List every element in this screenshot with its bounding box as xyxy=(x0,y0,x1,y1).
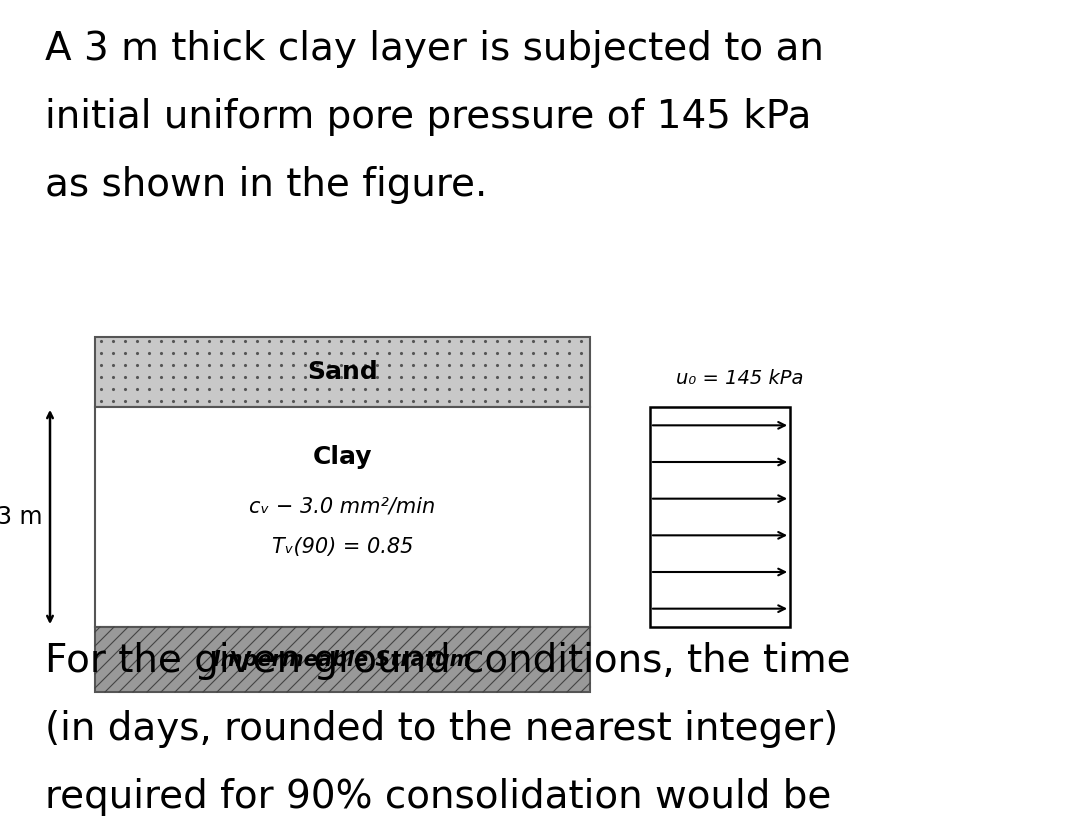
Bar xyxy=(95,337,590,407)
Text: required for 90% consolidation would be: required for 90% consolidation would be xyxy=(45,778,832,816)
Bar xyxy=(95,407,590,627)
Bar xyxy=(650,407,789,627)
Text: Tᵥ(90) = 0.85: Tᵥ(90) = 0.85 xyxy=(272,537,414,557)
Text: cᵥ − 3.0 mm²/min: cᵥ − 3.0 mm²/min xyxy=(249,497,435,517)
Text: Impermeable Stratum: Impermeable Stratum xyxy=(214,649,472,670)
Text: as shown in the figure.: as shown in the figure. xyxy=(45,166,487,204)
Text: 3 m: 3 m xyxy=(0,505,43,529)
Text: For the given ground conditions, the time: For the given ground conditions, the tim… xyxy=(45,642,851,680)
Text: initial uniform pore pressure of 145 kPa: initial uniform pore pressure of 145 kPa xyxy=(45,98,811,136)
Text: A 3 m thick clay layer is subjected to an: A 3 m thick clay layer is subjected to a… xyxy=(45,30,824,68)
Text: (in days, rounded to the nearest integer): (in days, rounded to the nearest integer… xyxy=(45,710,838,748)
Text: Sand: Sand xyxy=(307,360,378,384)
Text: Clay: Clay xyxy=(313,445,373,469)
Text: u₀ = 145 kPa: u₀ = 145 kPa xyxy=(676,370,804,389)
Bar xyxy=(95,627,590,692)
